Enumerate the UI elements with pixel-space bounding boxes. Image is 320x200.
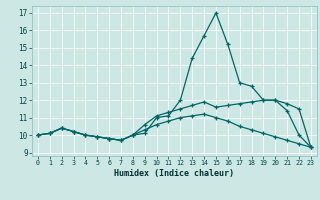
X-axis label: Humidex (Indice chaleur): Humidex (Indice chaleur) xyxy=(115,169,234,178)
